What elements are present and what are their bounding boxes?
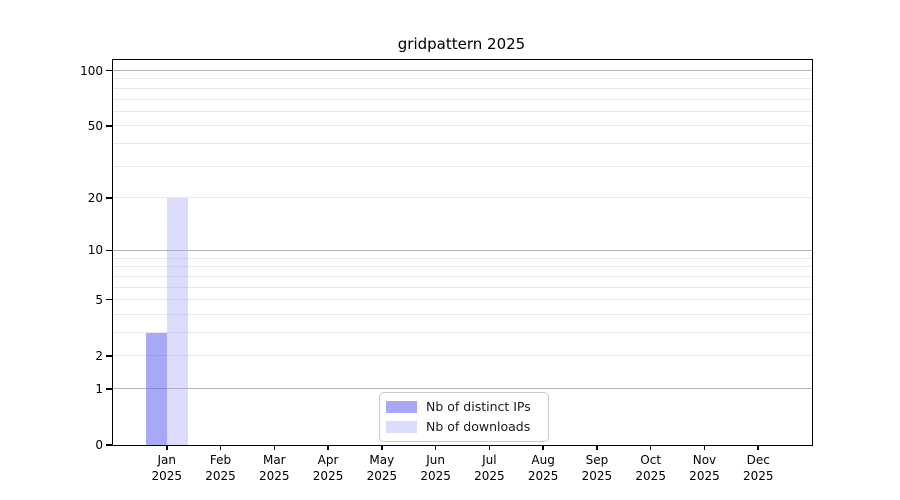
y-tick-label: 50 xyxy=(87,118,103,133)
minor-gridline xyxy=(113,286,812,288)
minor-gridline xyxy=(113,266,812,268)
chart-title: gridpattern 2025 xyxy=(397,35,526,53)
legend: Nb of distinct IPs Nb of downloads xyxy=(379,392,549,442)
y-axis-tick xyxy=(105,444,112,446)
plot-area: 0 1 2 5 10 20 50 100 Jan 2025 Feb 2025 Mar 2025 Apr 202… xyxy=(80,59,813,483)
y-tick-label: 2 xyxy=(95,348,103,363)
x-axis-tick xyxy=(381,445,383,450)
x-axis-tick xyxy=(596,445,598,450)
y-axis-tick xyxy=(105,125,112,127)
y-axis-tick xyxy=(105,298,112,301)
x-axis-tick xyxy=(166,445,168,450)
x-tick-label: Oct 2025 xyxy=(635,453,666,483)
minor-gridline xyxy=(113,125,812,127)
x-tick-label: Aug 2025 xyxy=(527,453,559,483)
x-axis-tick xyxy=(542,445,544,450)
minor-gridline xyxy=(113,197,812,199)
x-tick-label: Jul 2025 xyxy=(474,453,505,483)
bar-nb-of-distinct-ips-jan xyxy=(145,332,167,445)
x-axis-tick xyxy=(703,445,706,450)
x-tick-label: Sep 2025 xyxy=(581,453,613,483)
y-tick-label: 10 xyxy=(87,243,103,258)
minor-gridline xyxy=(113,313,812,315)
minor-gridline xyxy=(113,299,812,301)
minor-gridline xyxy=(113,275,812,277)
x-tick-label: Jan 2025 xyxy=(151,453,183,483)
x-axis-tick xyxy=(757,445,759,450)
y-axis-tick xyxy=(105,355,112,357)
x-axis-tick xyxy=(488,445,491,450)
x-tick-label: Nov 2025 xyxy=(689,453,720,483)
x-tick-label: May 2025 xyxy=(366,453,398,483)
x-tick-label: Dec 2025 xyxy=(742,453,774,483)
legend-label-distinct-ips: Nb of distinct IPs xyxy=(426,399,531,414)
x-tick-label: Apr 2025 xyxy=(312,453,344,483)
minor-gridline xyxy=(113,257,812,259)
minor-gridline xyxy=(113,110,812,112)
major-gridline xyxy=(113,249,812,251)
y-tick-label: 100 xyxy=(80,63,103,78)
x-tick-label: Feb 2025 xyxy=(205,453,236,483)
x-tick-label: Mar 2025 xyxy=(259,453,290,483)
y-axis-tick xyxy=(105,388,112,390)
minor-gridline xyxy=(113,78,812,80)
legend-swatch-distinct-ips xyxy=(386,400,417,413)
major-gridline xyxy=(113,70,812,72)
legend-label-downloads: Nb of downloads xyxy=(426,419,531,434)
x-axis-tick xyxy=(649,445,652,450)
y-tick-label: 5 xyxy=(95,292,103,307)
y-tick-label: 20 xyxy=(87,190,103,205)
legend-row-distinct-ips: Nb of distinct IPs xyxy=(386,400,540,413)
y-tick-label: 1 xyxy=(95,381,103,396)
y-axis-tick xyxy=(105,69,112,72)
y-axis-tick xyxy=(105,249,112,252)
x-axis-tick xyxy=(273,445,276,450)
legend-row-downloads: Nb of downloads xyxy=(386,420,540,433)
x-axis-tick xyxy=(219,445,222,450)
bar-nb-of-downloads-jan xyxy=(166,197,188,445)
minor-gridline xyxy=(113,98,812,100)
major-gridline xyxy=(113,388,812,390)
minor-gridline xyxy=(113,332,812,334)
minor-gridline xyxy=(113,87,812,89)
x-axis-tick xyxy=(434,445,437,450)
minor-gridline xyxy=(113,355,812,357)
y-tick-label: 0 xyxy=(95,438,103,452)
minor-gridline xyxy=(113,165,812,167)
minor-gridline xyxy=(113,143,812,145)
y-axis-tick xyxy=(105,197,112,199)
x-tick-label: Jun 2025 xyxy=(420,453,451,483)
legend-swatch-downloads xyxy=(386,420,417,433)
x-axis-tick xyxy=(327,445,329,450)
